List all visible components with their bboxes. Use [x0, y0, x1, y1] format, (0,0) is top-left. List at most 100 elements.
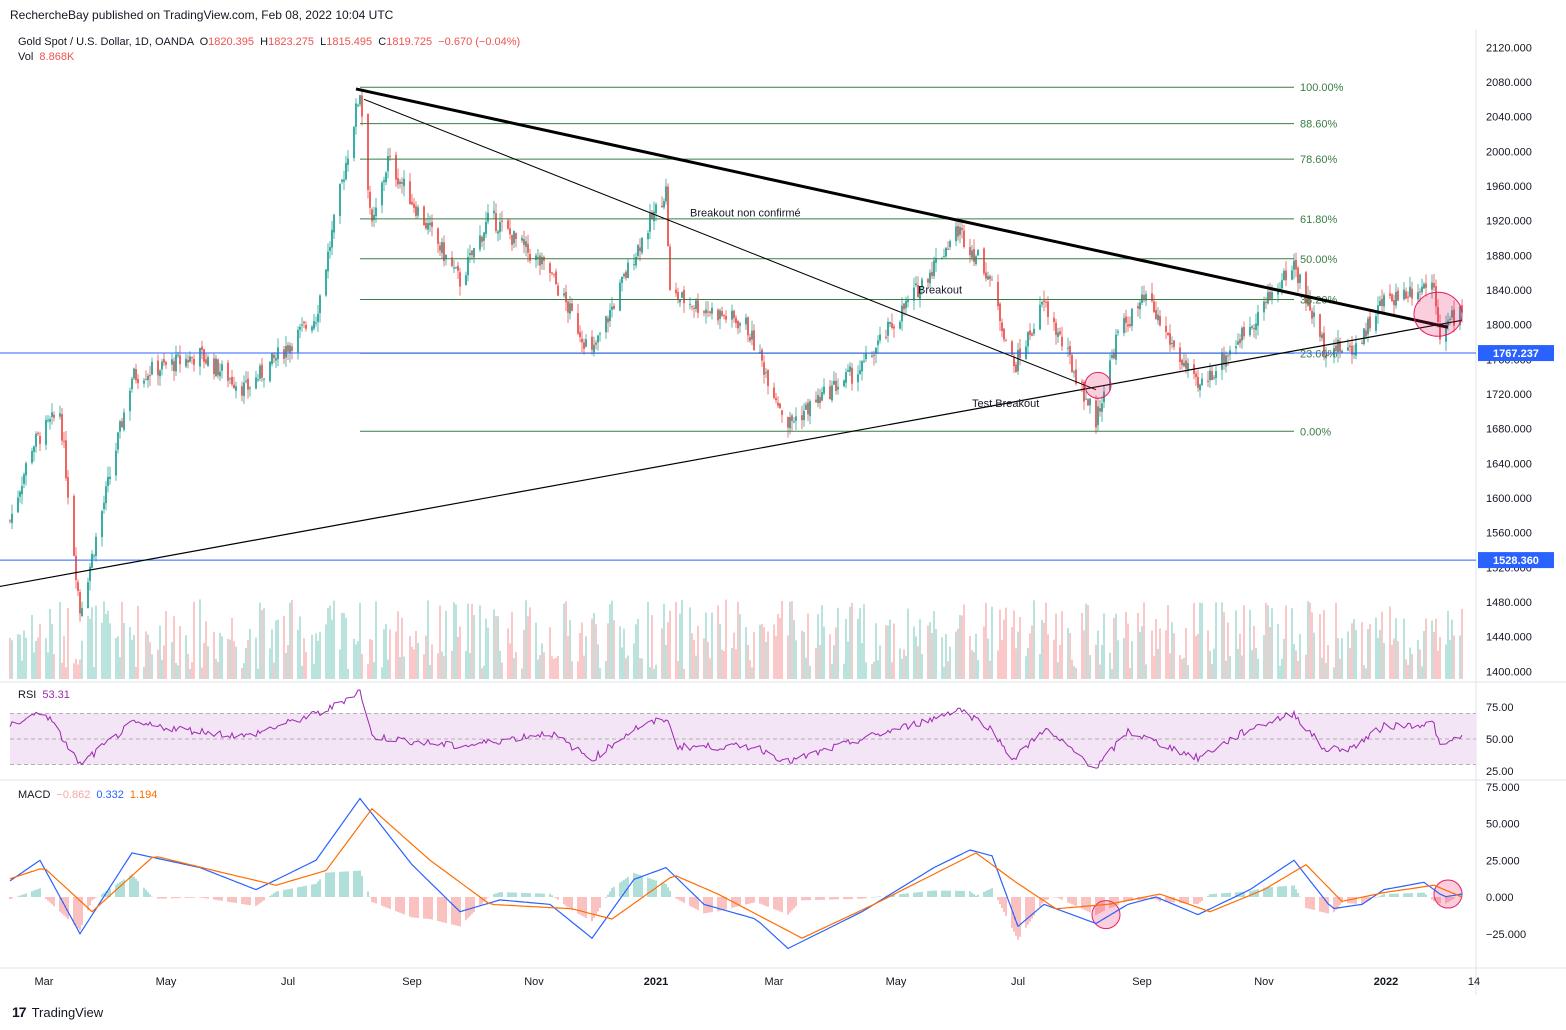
volume-bar — [835, 627, 837, 679]
tradingview-footer[interactable]: 17 TradingView — [12, 1004, 103, 1020]
candle-body — [77, 582, 79, 591]
volume-bar — [1349, 648, 1351, 679]
macd-histogram-bar — [563, 897, 565, 905]
macd-histogram-bar — [1445, 897, 1447, 904]
candle-body — [929, 272, 931, 284]
candle-body — [1237, 341, 1239, 345]
macd-histogram-bar — [1461, 894, 1463, 897]
macd-histogram-bar — [569, 897, 571, 909]
candle-body — [509, 228, 511, 235]
volume-bar — [1099, 664, 1101, 679]
macd-histogram-bar — [945, 890, 947, 897]
candle-body — [599, 333, 601, 335]
macd-histogram-bar — [247, 897, 249, 905]
macd-histogram-bar — [935, 890, 937, 897]
volume-bar — [371, 640, 373, 679]
volume-bar — [975, 633, 977, 679]
candle-body — [971, 250, 973, 258]
volume-bar — [929, 622, 931, 679]
candle-body — [843, 380, 845, 387]
volume-bar — [271, 629, 273, 679]
candle-body — [649, 213, 651, 232]
volume-bar — [509, 643, 511, 679]
candle-body — [947, 248, 949, 250]
volume-bar — [93, 666, 95, 679]
volume-bar — [409, 636, 411, 679]
candle-body — [1059, 331, 1061, 335]
volume-bar — [1461, 608, 1463, 679]
macd-histogram-bar — [429, 897, 431, 920]
volume-bar — [653, 668, 655, 679]
volume-bar — [161, 659, 163, 679]
macd-histogram-bar — [1423, 892, 1425, 897]
macd-histogram-bar — [369, 896, 371, 898]
volume-bar — [137, 605, 139, 679]
x-tick-label: Nov — [524, 976, 544, 988]
volume-bar — [247, 640, 249, 679]
volume-bar — [1029, 633, 1031, 679]
candle-body — [1327, 355, 1329, 357]
macd-histogram-bar — [315, 883, 317, 897]
volume-bar — [1369, 624, 1371, 679]
candle-body — [1213, 377, 1215, 379]
candle-body — [145, 379, 147, 381]
candle-body — [683, 290, 685, 304]
volume-bar — [1137, 612, 1139, 679]
macd-histogram-bar — [221, 897, 223, 901]
volume-bar — [1131, 641, 1133, 679]
volume-bar — [1291, 608, 1293, 679]
candle-body — [189, 356, 191, 362]
candle-body — [1271, 292, 1273, 299]
volume-bar — [941, 637, 943, 679]
macd-histogram-bar — [635, 873, 637, 897]
macd-histogram-bar — [1285, 886, 1287, 897]
candle-body — [961, 228, 963, 230]
macd-histogram-bar — [175, 897, 177, 899]
macd-histogram-bar — [173, 897, 175, 899]
candle-body — [697, 300, 699, 313]
macd-histogram-bar — [277, 891, 279, 897]
macd-histogram-bar — [947, 890, 949, 897]
volume-bar — [39, 623, 41, 679]
candle-body — [677, 292, 679, 300]
fib-level-label: 50.00% — [1300, 254, 1338, 266]
candle-body — [1305, 272, 1307, 304]
macd-histogram-bar — [31, 891, 33, 897]
candle-body — [805, 404, 807, 410]
volume-bar — [453, 602, 455, 679]
candle-body — [187, 360, 189, 363]
macd-histogram-bar — [831, 897, 833, 900]
candle-body — [499, 221, 501, 233]
macd-histogram-bar — [77, 897, 79, 929]
macd-histogram-bar — [1069, 897, 1071, 904]
volume-bar — [611, 600, 613, 679]
macd-histogram-bar — [269, 895, 271, 897]
macd-histogram-bar — [327, 872, 329, 897]
volume-bar — [1333, 667, 1335, 679]
candle-body — [557, 285, 559, 296]
macd-histogram-bar — [59, 897, 61, 912]
candle-body — [791, 415, 793, 421]
candle-body — [1459, 306, 1461, 326]
volume-bar — [1185, 627, 1187, 679]
volume-bar — [1355, 630, 1357, 679]
macd-histogram-bar — [765, 897, 767, 906]
candle-body — [705, 309, 707, 314]
volume-bar — [859, 608, 861, 679]
volume-bar — [1101, 645, 1103, 679]
macd-histogram-bar — [241, 897, 243, 904]
volume-bar — [1197, 634, 1199, 679]
macd-histogram-bar — [1043, 897, 1045, 901]
candle-body — [619, 282, 621, 311]
macd-histogram-bar — [1321, 897, 1323, 913]
price-chart[interactable]: 2120.0002080.0002040.0002000.0001960.000… — [0, 0, 1566, 1000]
macd-histogram-bar — [845, 897, 847, 900]
candle-body — [1067, 347, 1069, 349]
macd-histogram-bar — [361, 875, 363, 897]
volume-bar — [845, 618, 847, 679]
candle-body — [459, 272, 461, 287]
macd-histogram-bar — [1403, 893, 1405, 897]
candle-body — [439, 245, 441, 251]
candle-body — [457, 265, 459, 271]
volume-bar — [943, 666, 945, 679]
